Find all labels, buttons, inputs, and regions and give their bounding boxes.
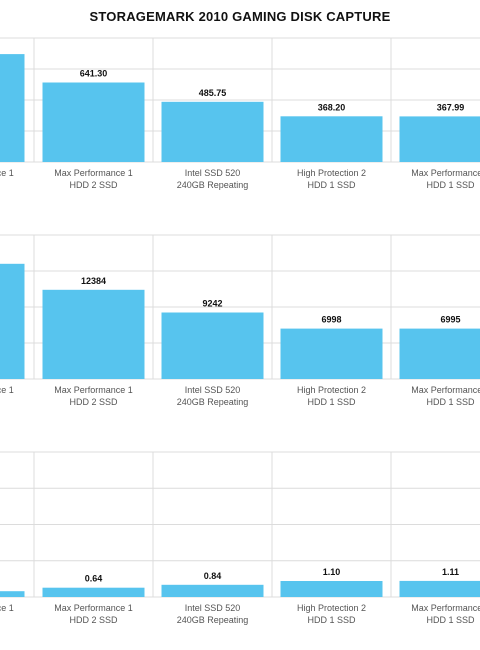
data-label: 1.10 [323, 567, 341, 577]
bar [42, 82, 145, 162]
data-label: 368.20 [318, 102, 346, 112]
bar [399, 328, 480, 379]
category-label: HDD 1 SSD [307, 397, 356, 407]
category-label: 240GB Repeating [177, 180, 249, 190]
category-label: Max Performance 1 [0, 385, 14, 395]
data-label: 12384 [81, 276, 106, 286]
bar [42, 289, 145, 379]
category-label: Max Performance 1 [411, 603, 480, 613]
category-label: 240GB Repeating [177, 615, 249, 625]
category-label: HDD 1 SSD [426, 180, 475, 190]
data-label: 6998 [321, 315, 341, 325]
category-label: Max Performance 1 [0, 168, 14, 178]
bar [280, 581, 383, 597]
bar [280, 328, 383, 379]
data-label: 9242 [202, 299, 222, 309]
category-label: Intel SSD 520 [185, 168, 241, 178]
category-label: HDD 1 SSD [426, 615, 475, 625]
category-label: HDD 2 SSD [69, 180, 118, 190]
bar [42, 587, 145, 597]
category-label: High Protection 2 [297, 603, 366, 613]
category-label: Max Performance 1 [0, 603, 14, 613]
category-label: HDD 1 SSD [307, 615, 356, 625]
category-label: HDD 2 SSD [69, 397, 118, 407]
bar [399, 116, 480, 162]
bar [399, 580, 480, 597]
data-label: 0.84 [204, 571, 222, 581]
category-label: Intel SSD 520 [185, 385, 241, 395]
category-label: HDD 1 SSD [426, 397, 475, 407]
bar [161, 312, 264, 379]
data-label: 485.75 [199, 88, 227, 98]
bar [0, 591, 25, 597]
chart-title: STORAGEMARK 2010 GAMING DISK CAPTURE [89, 9, 391, 24]
category-label: Max Performance 1 [54, 385, 133, 395]
data-label: 641.30 [80, 69, 108, 79]
category-label: High Protection 2 [297, 385, 366, 395]
data-label: 1.11 [442, 567, 459, 577]
bar [0, 263, 25, 379]
category-label: Max Performance 1 [54, 603, 133, 613]
bar [161, 101, 264, 162]
category-label: Max Performance 1 [411, 168, 480, 178]
category-label: Intel SSD 520 [185, 603, 241, 613]
data-label: 0.64 [85, 574, 103, 584]
category-label: HDD 1 SSD [307, 180, 356, 190]
data-label: 6995 [440, 315, 460, 325]
data-label: 367.99 [437, 102, 465, 112]
category-label: HDD 2 SSD [69, 615, 118, 625]
category-label: Max Performance 1 [411, 385, 480, 395]
category-label: Max Performance 1 [54, 168, 133, 178]
bar [161, 584, 264, 597]
bar [280, 116, 383, 162]
bar [0, 54, 25, 162]
category-label: High Protection 2 [297, 168, 366, 178]
category-label: 240GB Repeating [177, 397, 249, 407]
